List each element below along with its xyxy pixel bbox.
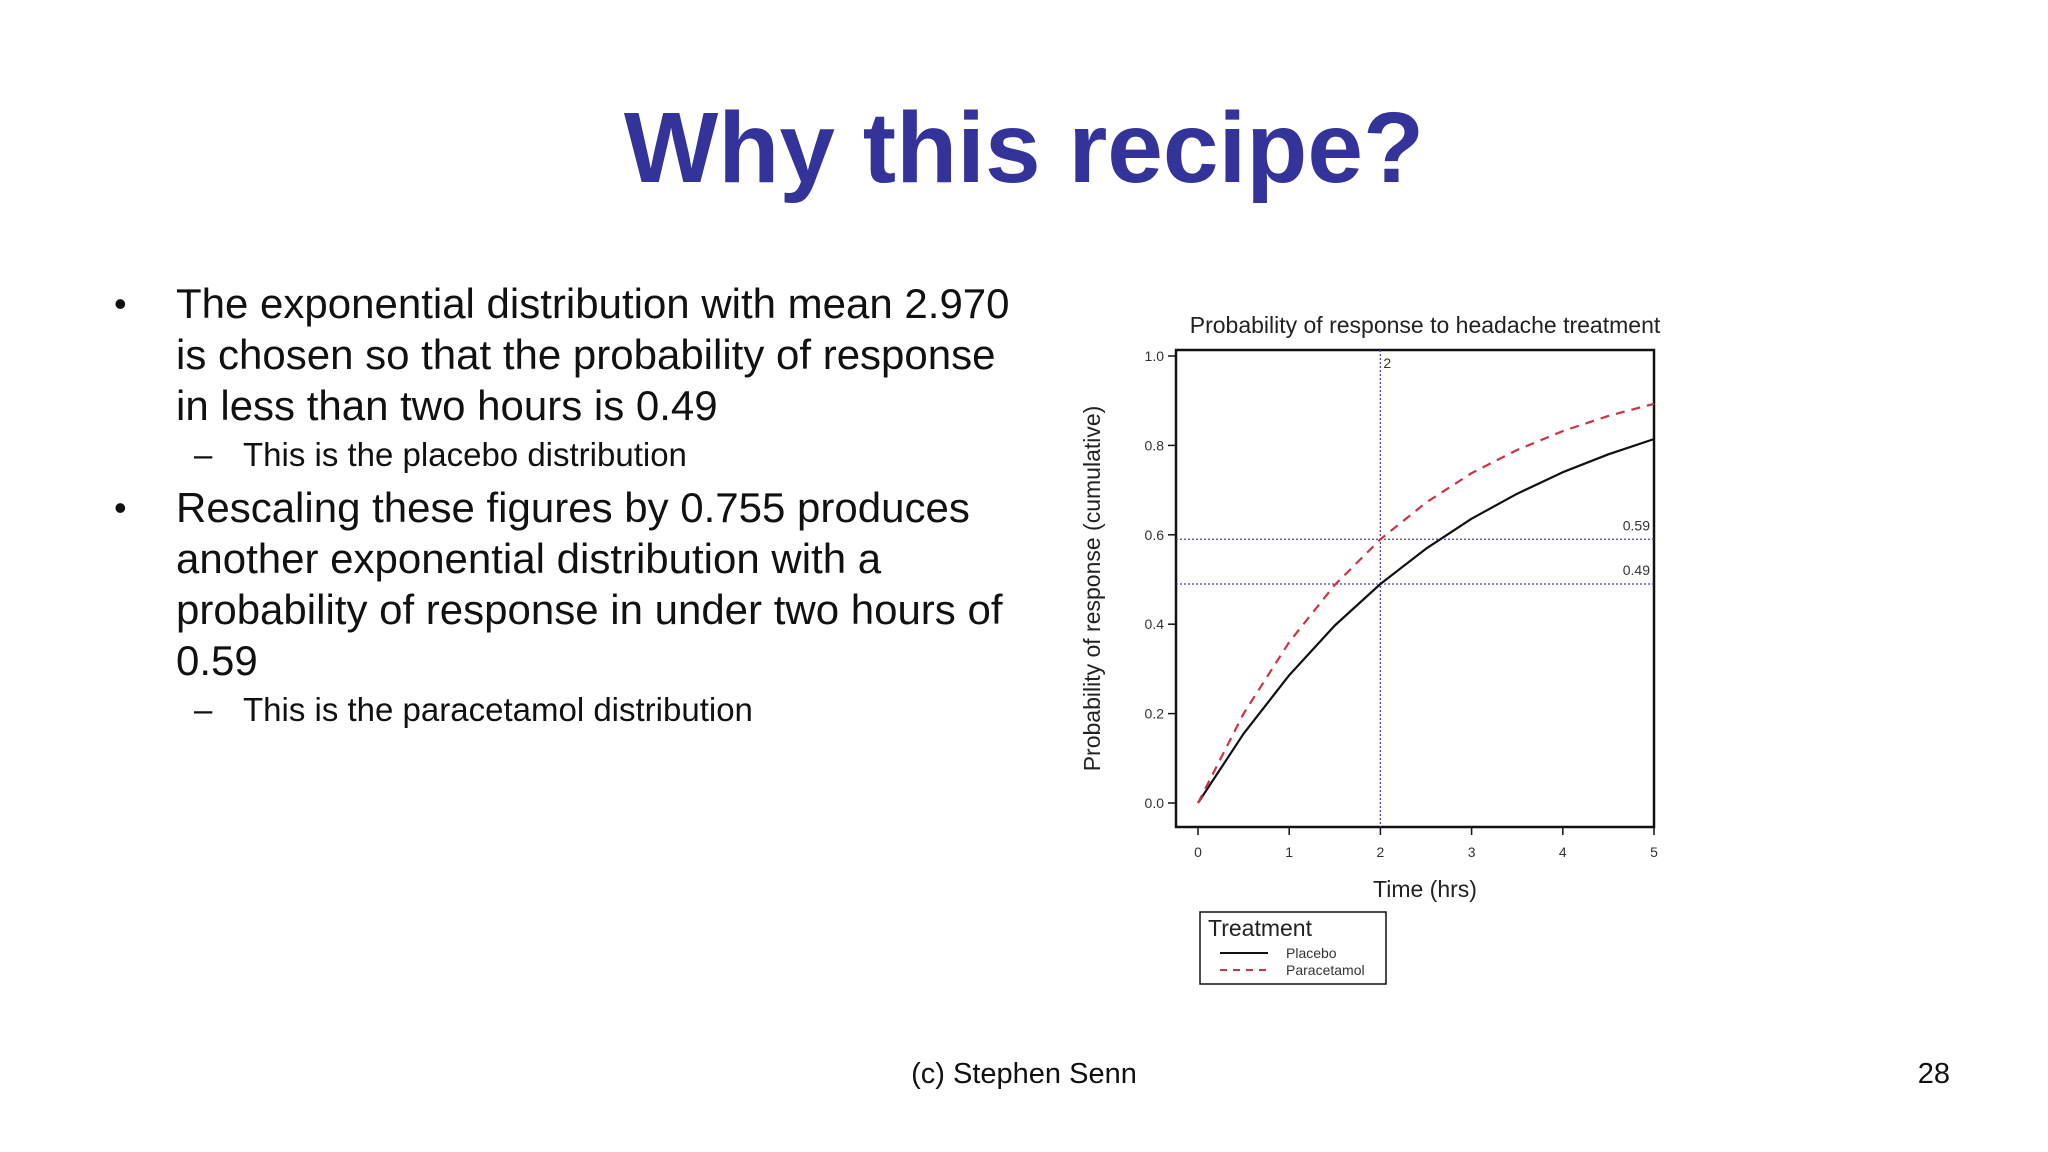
sub-bullet-text: This is the placebo distribution [243, 436, 687, 473]
plot-frame [1174, 348, 1656, 829]
x-tick-label: 3 [1468, 844, 1476, 860]
footer-credit: (c) Stephen Senn [911, 1058, 1137, 1090]
legend-label-paracetamol: Paracetamol [1286, 962, 1365, 978]
legend-box [1199, 911, 1387, 985]
sub-bullet-mark: – [194, 436, 213, 473]
sub-bullet-text: This is the paracetamol distribution [243, 691, 753, 728]
x-tick-label: 5 [1650, 844, 1658, 860]
y-tick-label: 0.6 [1145, 527, 1165, 543]
legend-label-placebo: Placebo [1286, 945, 1337, 961]
bullet-mark: • [114, 283, 127, 324]
bullet-item: • The exponential distribution with mean… [110, 278, 1010, 431]
bullet-text: The exponential distribution with mean 2… [176, 280, 1010, 429]
x-tick-label: 2 [1377, 844, 1385, 860]
y-tick-label: 0.2 [1145, 706, 1165, 722]
sub-bullet-item: – This is the placebo distribution [110, 431, 1010, 478]
y-tick-label: 0.0 [1145, 795, 1165, 811]
y-tick-label: 0.4 [1145, 616, 1165, 632]
reference-label-x: 2 [1383, 355, 1391, 371]
chart-svg: Probability of response to headache trea… [1079, 312, 1661, 985]
x-tick-label: 0 [1194, 844, 1202, 860]
x-tick-label: 1 [1285, 844, 1293, 860]
legend-title: Treatment [1208, 915, 1313, 941]
sub-bullet-item: – This is the paracetamol distribution [110, 686, 1010, 733]
y-tick-label: 0.8 [1145, 437, 1165, 453]
x-tick-label: 4 [1559, 844, 1567, 860]
slide-title: Why this recipe? [623, 92, 1425, 204]
x-axis-label: Time (hrs) [1373, 876, 1477, 902]
page-number: 28 [1917, 1058, 1950, 1090]
bullet-mark: • [114, 487, 127, 528]
bullet-item: • Rescaling these figures by 0.755 produ… [110, 482, 1010, 686]
y-axis-label: Probability of response (cumulative) [1079, 406, 1105, 772]
y-tick-label: 1.0 [1145, 348, 1165, 364]
reference-label-y: 0.49 [1623, 562, 1650, 578]
sub-bullet-mark: – [194, 691, 213, 728]
bullet-list: • The exponential distribution with mean… [110, 278, 1010, 737]
series-line-paracetamol [1197, 402, 1655, 804]
bullet-text: Rescaling these figures by 0.755 produce… [176, 484, 1003, 684]
series-line-placebo [1197, 438, 1655, 804]
chart-title: Probability of response to headache trea… [1190, 312, 1661, 338]
response-chart: Probability of response to headache trea… [1070, 300, 1710, 1000]
reference-label-y: 0.59 [1623, 517, 1650, 533]
